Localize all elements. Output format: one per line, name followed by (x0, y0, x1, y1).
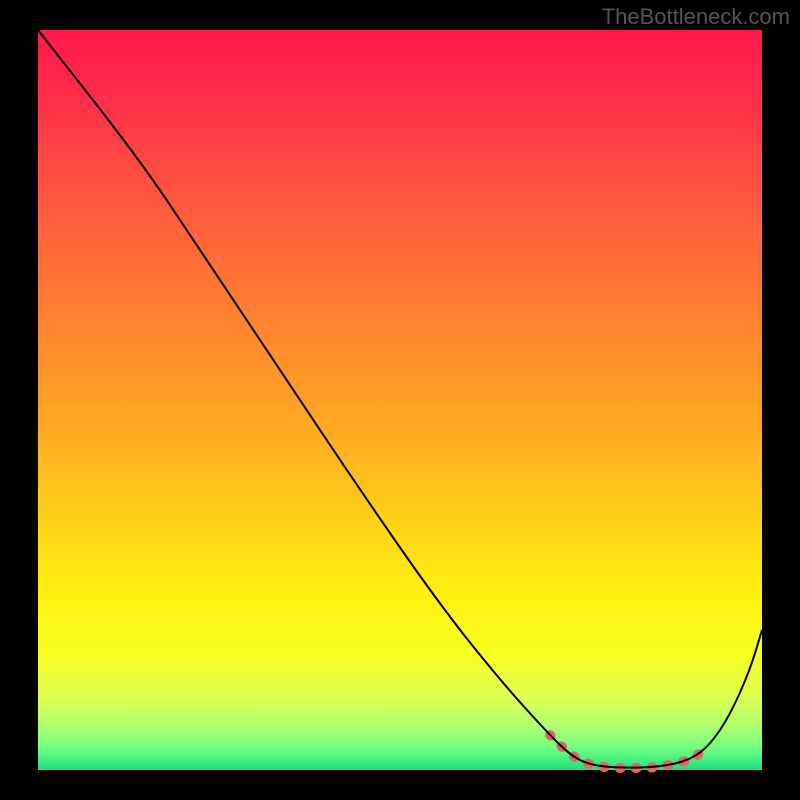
plot-area-rect (38, 30, 762, 770)
chart-svg (0, 0, 800, 800)
watermark-text: TheBottleneck.com (602, 4, 790, 30)
chart-container: TheBottleneck.com (0, 0, 800, 800)
